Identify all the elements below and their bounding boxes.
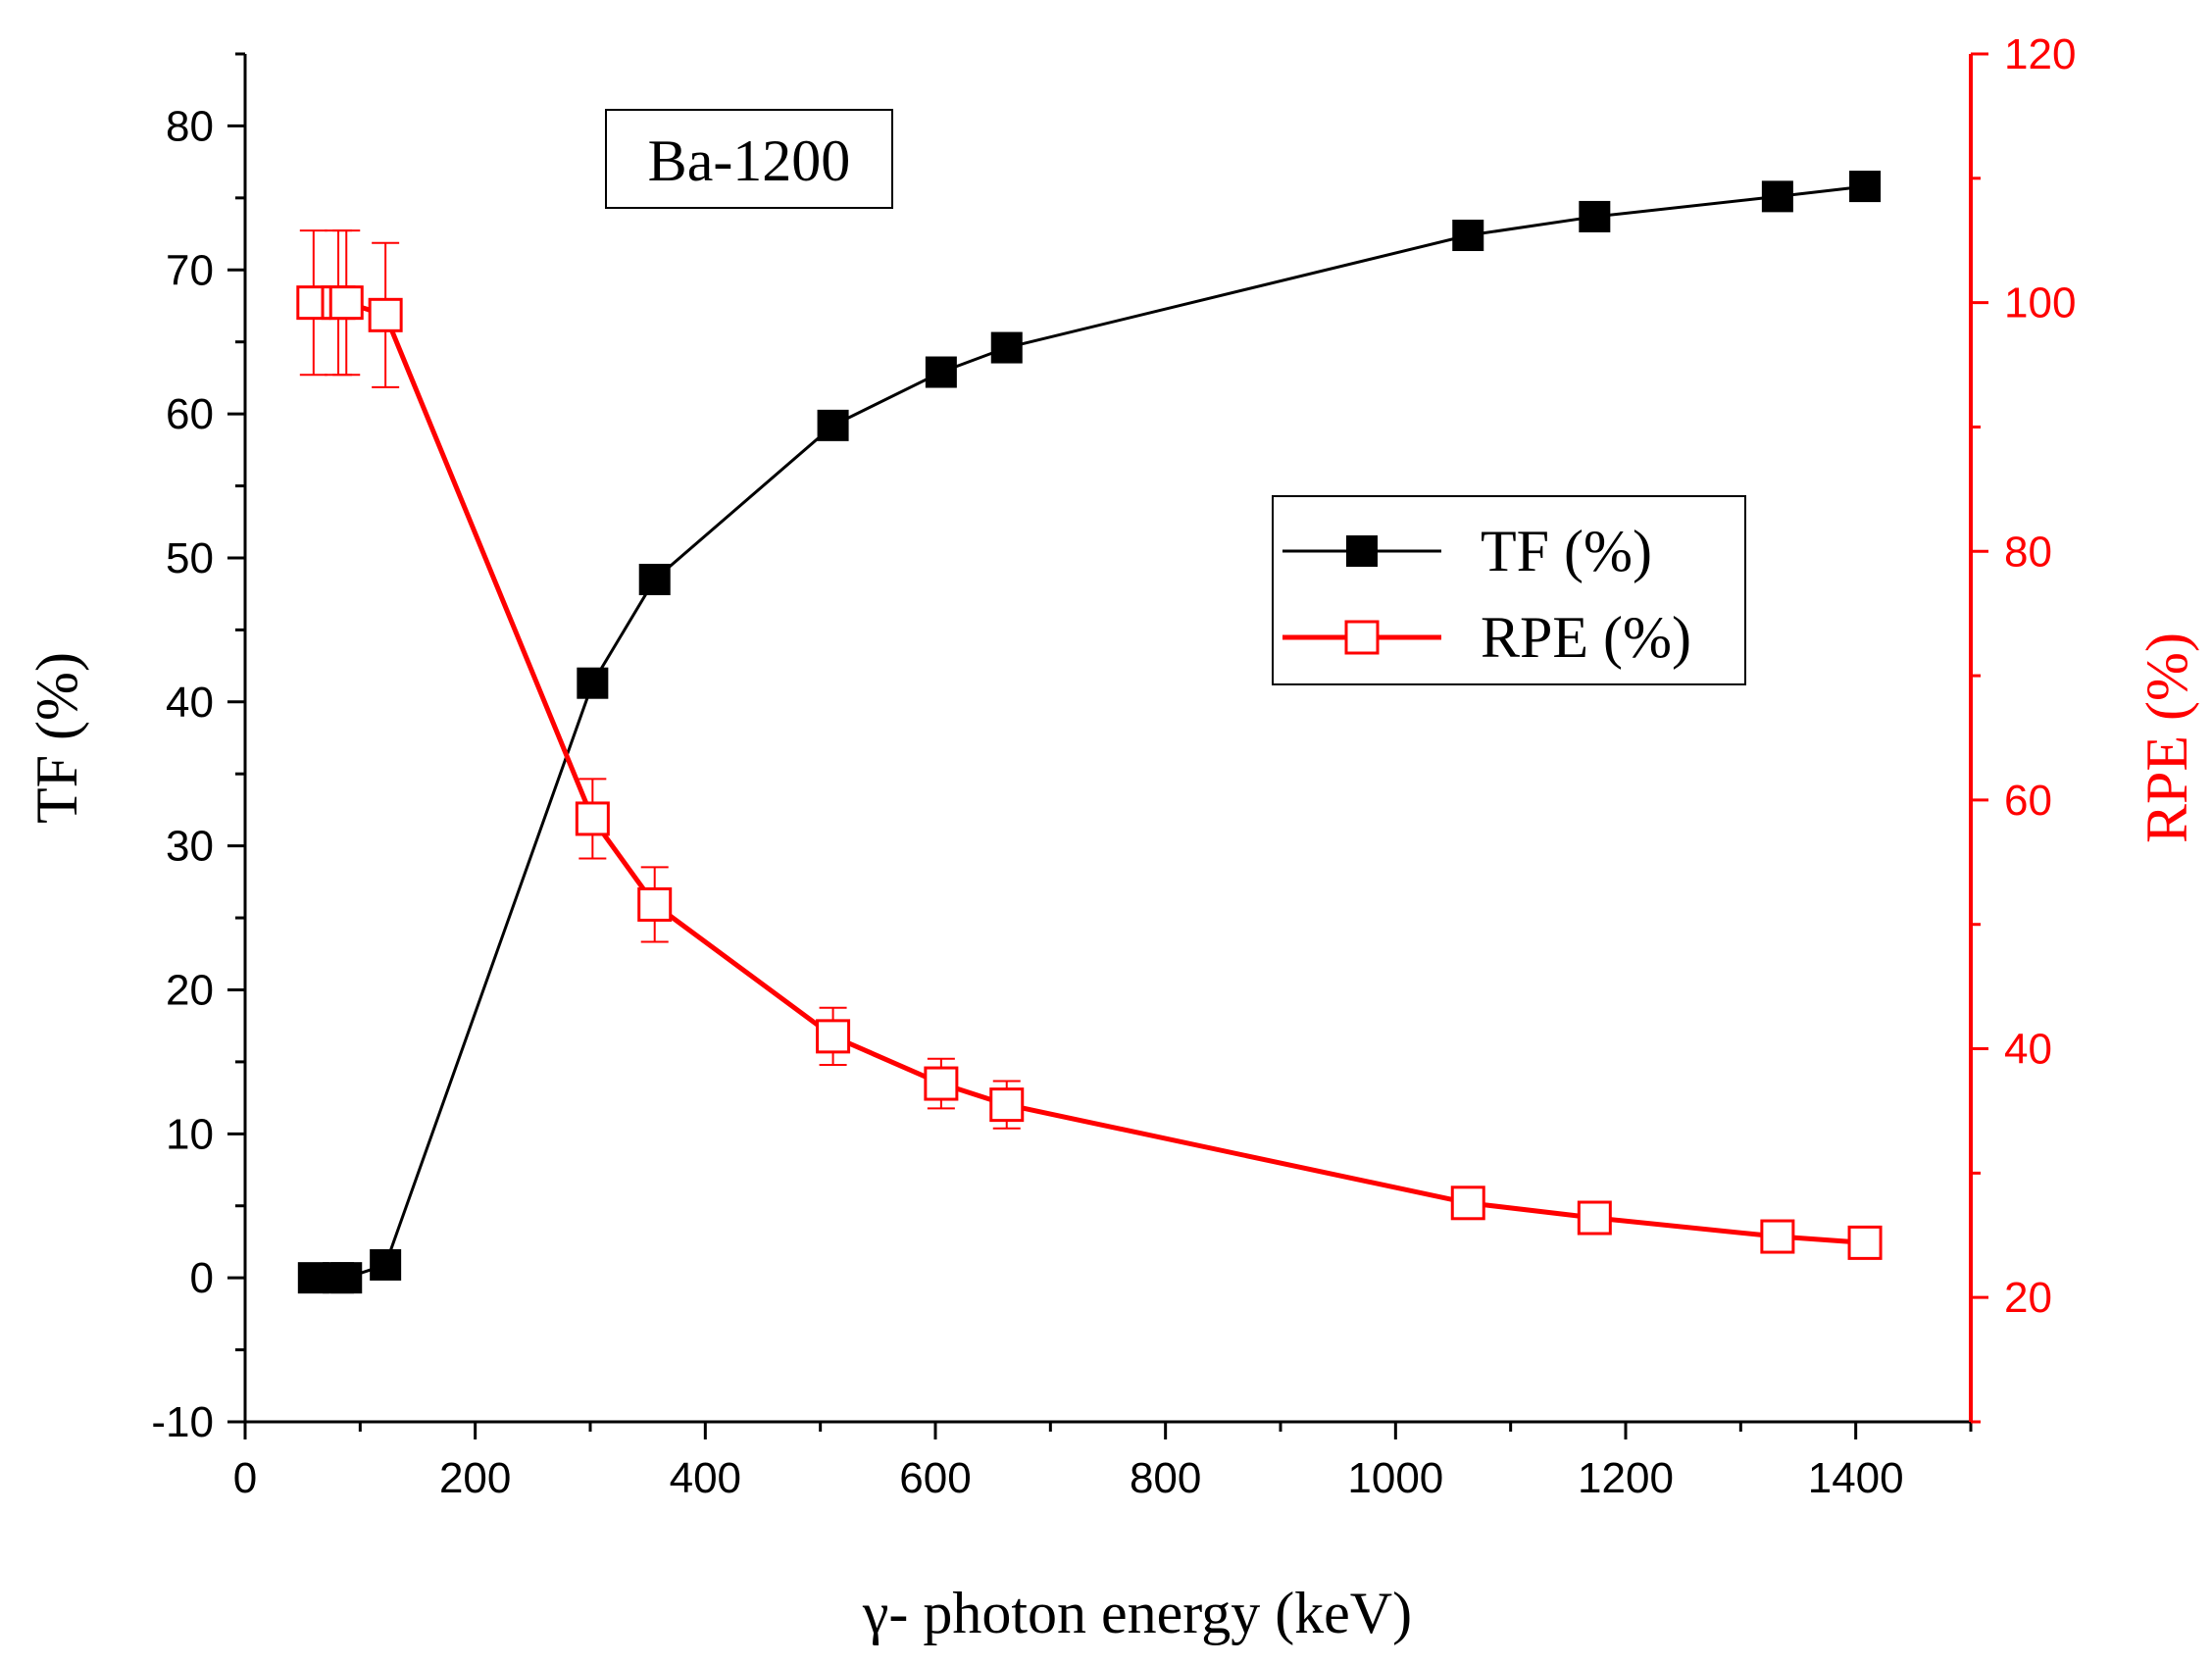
tf-data-point <box>1579 200 1611 232</box>
legend-rpe-label: RPE (%) <box>1481 605 1691 670</box>
rpe-data-point <box>924 1066 959 1101</box>
y-right-tick-label: 20 <box>2004 1274 2052 1322</box>
tf-data-point <box>817 409 849 441</box>
x-tick-label: 400 <box>670 1454 741 1502</box>
x-tick-label: 800 <box>1130 1454 1201 1502</box>
legend-tf-label: TF (%) <box>1481 519 1652 583</box>
x-tick-label: 200 <box>439 1454 511 1502</box>
rpe-data-point <box>1450 1186 1485 1221</box>
tf-data-point <box>1849 171 1882 203</box>
y-right-tick-label: 120 <box>2004 30 2076 78</box>
y-left-tick-label: 60 <box>166 390 214 438</box>
y-right-tick-label: 60 <box>2004 777 2052 825</box>
x-tick-label: 1000 <box>1347 1454 1443 1502</box>
x-tick-label: 1400 <box>1808 1454 1904 1502</box>
x-tick-label: 600 <box>899 1454 971 1502</box>
tf-data-point <box>925 356 957 388</box>
rpe-data-point <box>989 1087 1025 1123</box>
tf-data-point <box>638 563 671 595</box>
y-right-tick-label: 80 <box>2004 528 2052 576</box>
rpe-data-point <box>368 297 403 332</box>
series <box>296 171 1883 1294</box>
y-left-axis-title: TF (%) <box>25 652 89 824</box>
x-axis-title: γ- photon energy (keV) <box>862 1581 1412 1645</box>
rpe-data-point <box>1847 1225 1883 1260</box>
rpe-data-point <box>1760 1219 1795 1254</box>
x-tick-label: 1200 <box>1578 1454 1674 1502</box>
axes: 0 200 400 600 800 1000 1200 1400 -10 0 10 20 30 40 50 6… <box>25 30 2199 1645</box>
rpe-data-point <box>575 801 610 836</box>
rpe-data-point <box>328 285 364 321</box>
rpe-data-point <box>816 1019 851 1054</box>
y-right-axis-title: RPE (%) <box>2135 632 2199 843</box>
y-left-tick-label: 20 <box>166 966 214 1014</box>
tf-data-point <box>1452 220 1484 252</box>
annotation-label: Ba-1200 <box>648 128 851 193</box>
rpe-data-point <box>637 886 673 922</box>
y-left-tick-label: 40 <box>166 679 214 727</box>
x-tick-label: 0 <box>233 1454 257 1502</box>
y-left-tick-label: 30 <box>166 823 214 871</box>
y-left-tick-label: 10 <box>166 1110 214 1158</box>
tf-data-point <box>577 667 609 699</box>
tf-data-point <box>370 1248 402 1281</box>
annotation-box <box>605 109 893 209</box>
tf-data-point <box>990 331 1023 364</box>
legend-tf-marker <box>1346 535 1378 567</box>
legend: TF (%) RPE (%) <box>1272 495 1746 685</box>
y-left-tick-label: 50 <box>166 534 214 582</box>
y-left-tick-label: 70 <box>166 246 214 294</box>
tf-data-point <box>1761 180 1793 213</box>
legend-rpe-marker <box>1344 620 1380 655</box>
rpe-data-point <box>1577 1200 1612 1236</box>
y-left-tick-label: -10 <box>151 1398 214 1446</box>
y-left-tick-label: 80 <box>166 102 214 150</box>
tf-data-point <box>330 1262 363 1294</box>
annotation: Ba-1200 <box>605 109 893 209</box>
y-right-tick-label: 100 <box>2004 279 2076 328</box>
y-right-tick-label: 40 <box>2004 1026 2052 1074</box>
y-left-tick-label: 0 <box>190 1254 214 1302</box>
